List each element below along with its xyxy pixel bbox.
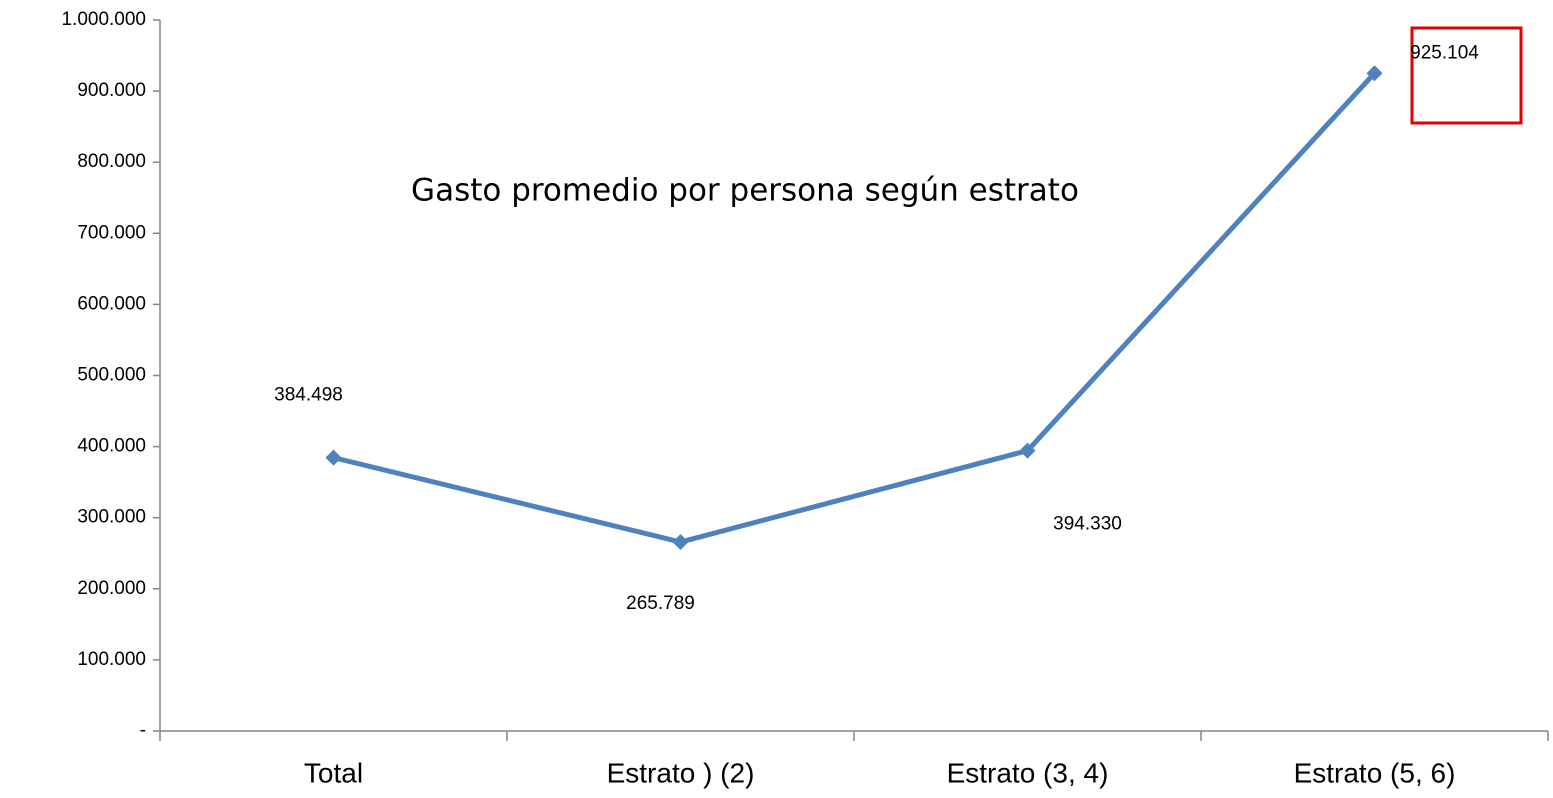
x-tick-label: Estrato ) (2) xyxy=(607,757,755,788)
value-label: 384.498 xyxy=(274,385,343,406)
x-tick-label: Estrato (3, 4) xyxy=(947,757,1109,788)
value-label: 925.104 xyxy=(1410,42,1479,63)
y-tick-label: 600.000 xyxy=(77,293,146,314)
y-tick-label: 400.000 xyxy=(77,436,146,457)
y-tick-label: 300.000 xyxy=(77,507,146,528)
y-tick-label: 900.000 xyxy=(77,80,146,101)
x-tick-label: Estrato (5, 6) xyxy=(1294,757,1456,788)
y-tick-label: 200.000 xyxy=(77,578,146,599)
y-tick-label: 700.000 xyxy=(77,222,146,243)
chart-title: Gasto promedio por persona según estrato xyxy=(411,173,1079,209)
y-tick-label: 1.000.000 xyxy=(61,9,146,30)
y-tick-label: 500.000 xyxy=(77,365,146,386)
marker xyxy=(1019,442,1036,459)
value-label: 394.330 xyxy=(1053,514,1122,535)
highlight-box xyxy=(1410,26,1523,125)
marker xyxy=(672,534,689,551)
line xyxy=(332,71,1377,545)
marker xyxy=(1366,65,1383,82)
x-tick-label: Total xyxy=(304,757,363,788)
y-tick-label: - xyxy=(140,720,146,741)
value-label: 265.789 xyxy=(626,593,695,614)
y-tick-label: 100.000 xyxy=(77,649,146,670)
y-tick-label: 800.000 xyxy=(77,151,146,172)
marker xyxy=(325,449,342,466)
